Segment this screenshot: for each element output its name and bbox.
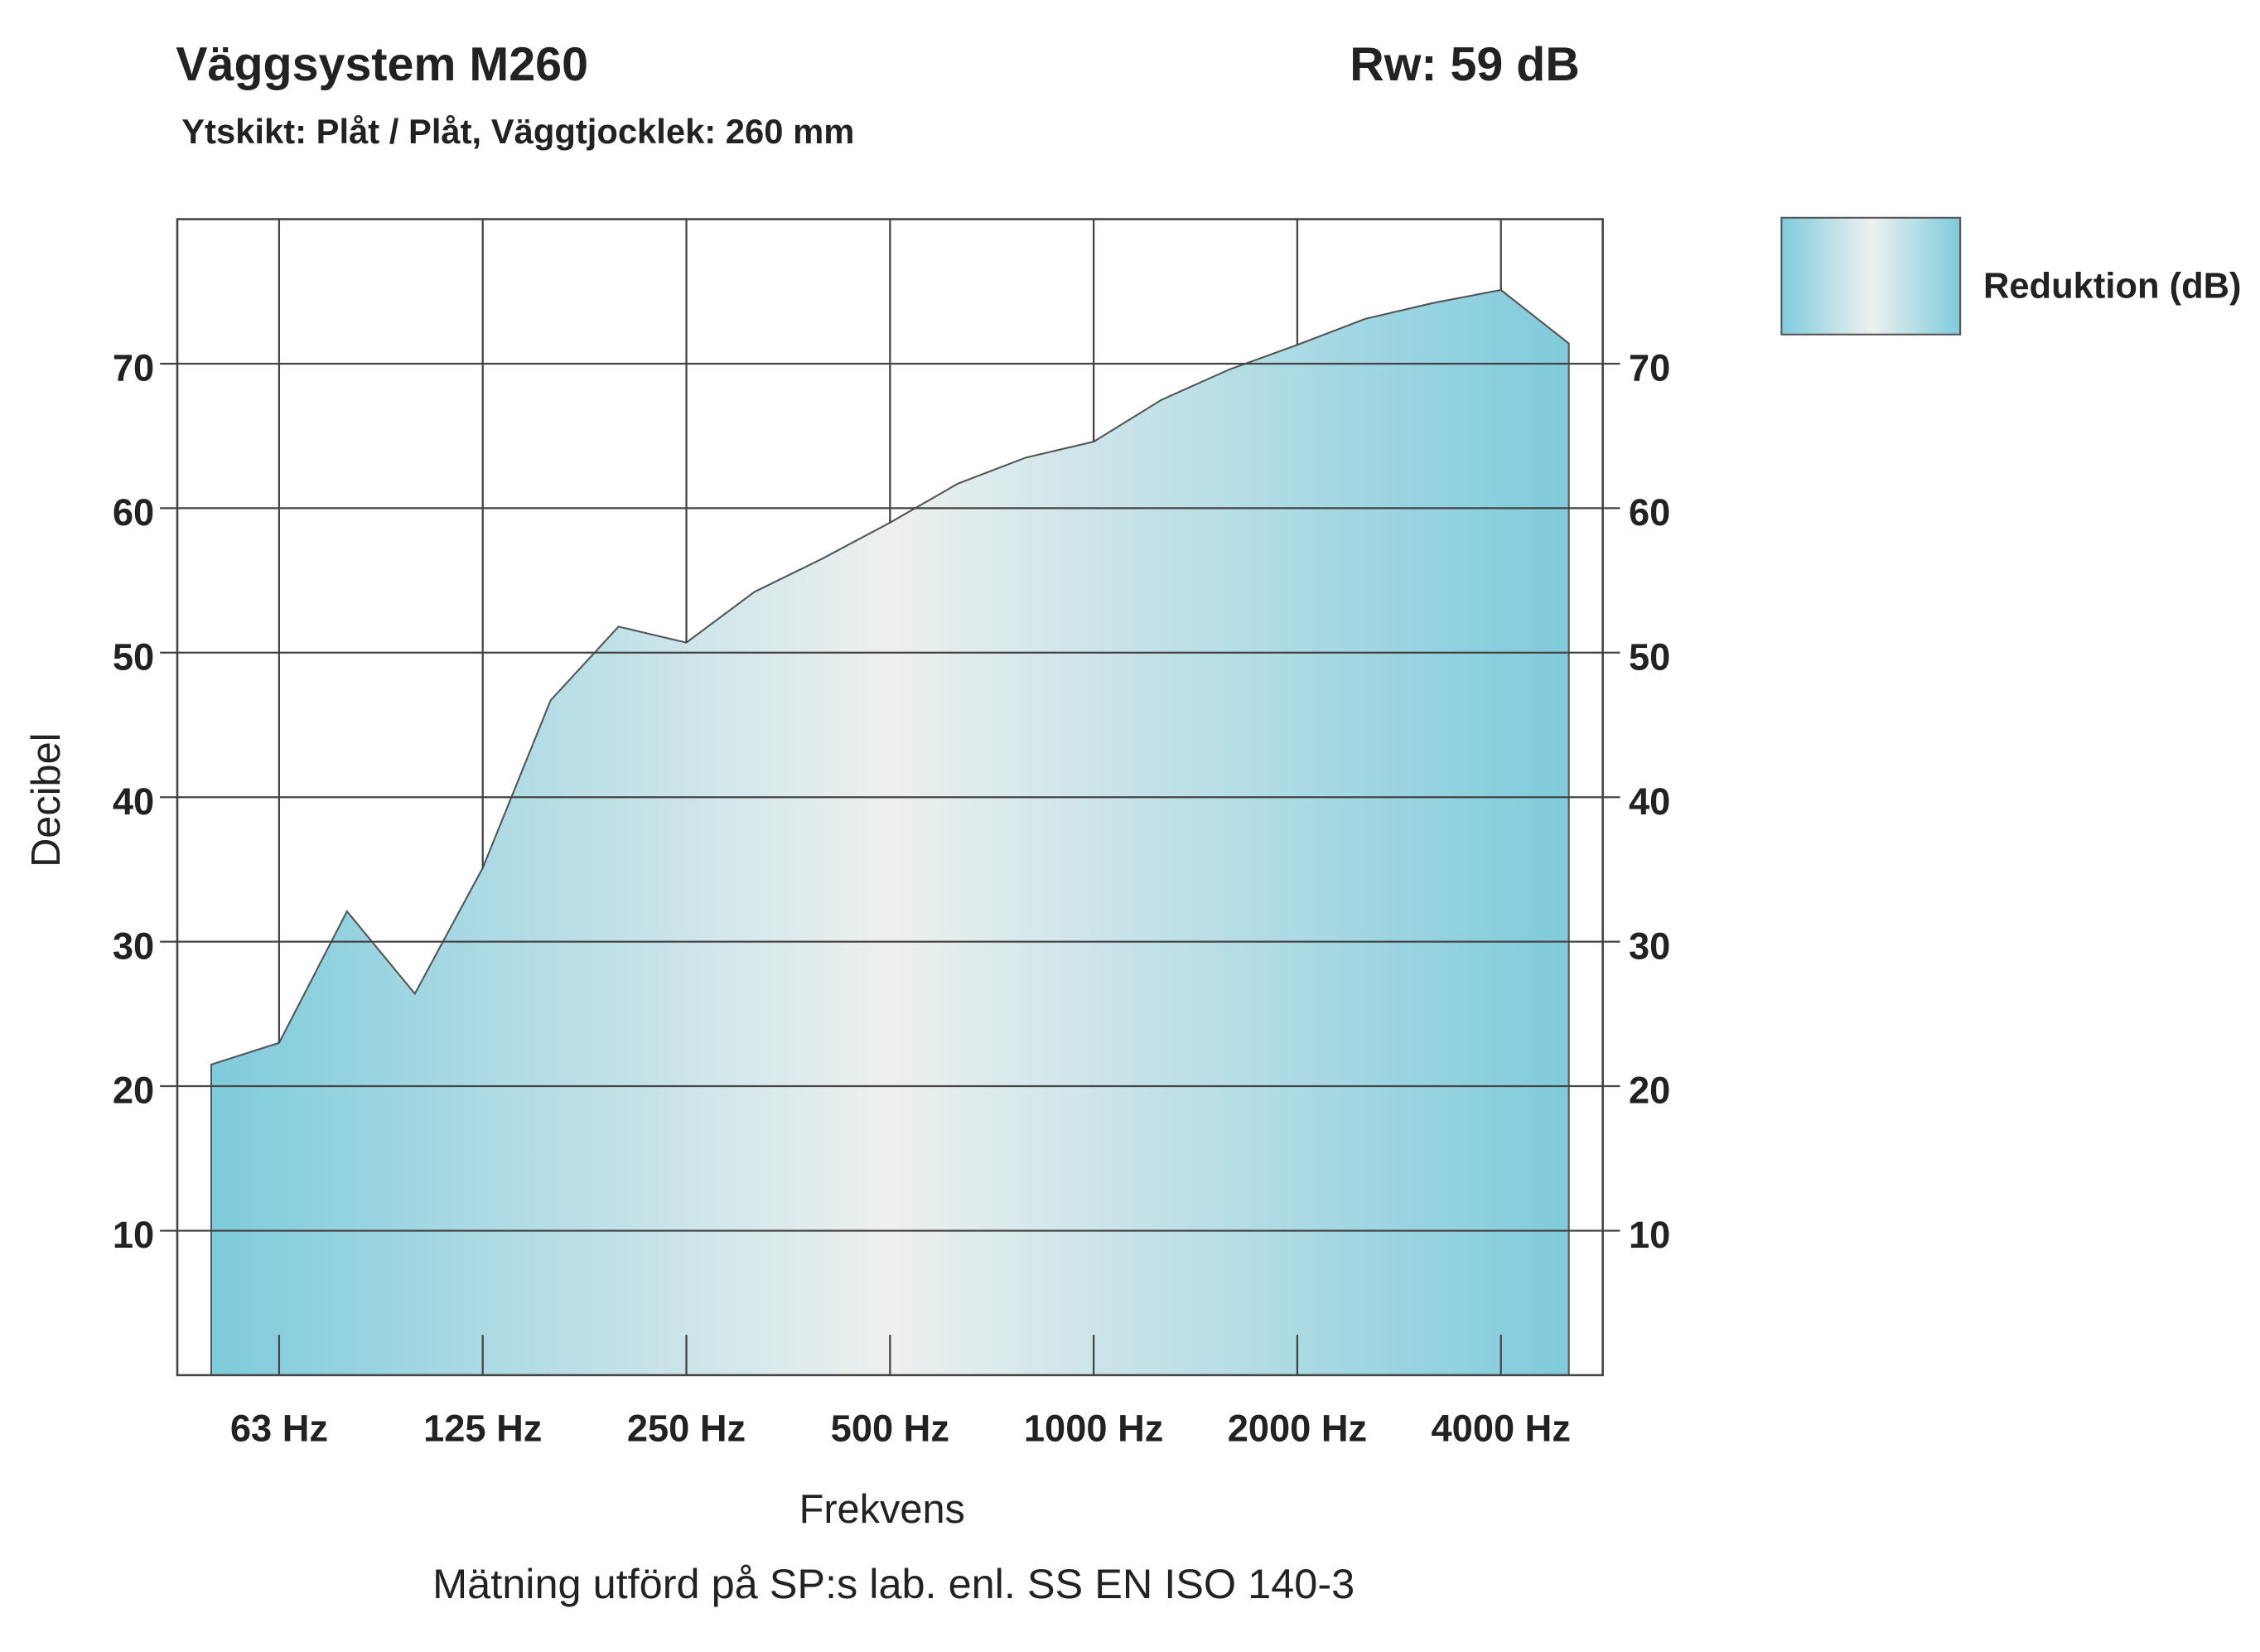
x-tick-label: 2000 Hz (1228, 1408, 1367, 1450)
y-axis-label: Decibel (24, 732, 69, 867)
x-tick-label: 500 Hz (831, 1408, 949, 1450)
legend-swatch (1780, 216, 1962, 336)
rating: Rw: 59 dB (1350, 38, 1580, 91)
y-tick-label: 30 (113, 925, 154, 967)
y-tick-label: 70 (113, 347, 154, 389)
subtitle: Ytskikt: Plåt / Plåt, Väggtjocklek: 260 … (181, 112, 854, 151)
y2-tick-label: 40 (1629, 780, 1670, 823)
y-tick-label: 60 (113, 491, 154, 534)
x-tick-label: 63 Hz (230, 1408, 328, 1450)
chart-title: Väggsystem M260 (176, 38, 588, 91)
footnote: Mätning utförd på SP:s lab. enl. SS EN I… (432, 1560, 1355, 1607)
x-axis-label: Frekvens (799, 1487, 965, 1532)
y2-tick-label: 70 (1629, 347, 1670, 389)
legend-label: Reduktion (dB) (1983, 267, 2242, 307)
y2-tick-label: 20 (1629, 1070, 1670, 1112)
x-tick-label: 1000 Hz (1024, 1408, 1163, 1450)
y-tick-label: 40 (113, 780, 154, 823)
y2-tick-label: 60 (1629, 491, 1670, 534)
y-tick-label: 10 (113, 1214, 154, 1256)
x-tick-label: 250 Hz (627, 1408, 746, 1450)
y-tick-label: 20 (113, 1070, 154, 1112)
y2-tick-label: 50 (1629, 635, 1670, 678)
x-tick-label: 4000 Hz (1432, 1408, 1571, 1450)
plot-frame (176, 218, 1604, 1377)
y-tick-label: 50 (113, 635, 154, 678)
x-tick-label: 125 Hz (423, 1408, 542, 1450)
y2-tick-label: 10 (1629, 1214, 1670, 1256)
area (210, 288, 1570, 1376)
y2-tick-label: 30 (1629, 925, 1670, 967)
